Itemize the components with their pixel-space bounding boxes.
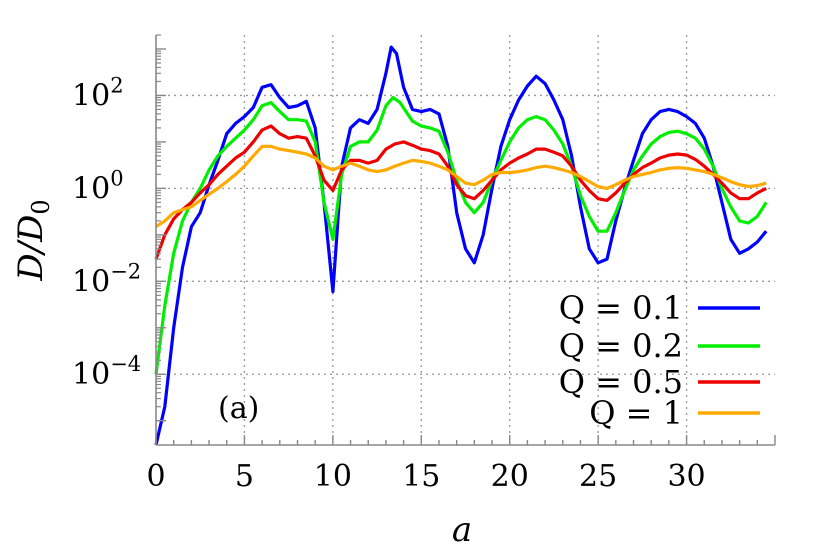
series-layer <box>154 45 768 446</box>
y-tick-label: 10−2 <box>72 259 141 299</box>
y-tick-label: 10−4 <box>72 352 141 392</box>
y-tick-label: 100 <box>72 166 124 206</box>
x-axis-ticks: 0 5 10 15 20 25 30 <box>146 435 776 494</box>
legend-label: Q = 0.1 <box>559 289 683 327</box>
legend-label: Q = 0.2 <box>559 327 683 365</box>
series-line <box>154 124 767 260</box>
y-axis-label: D/D0 <box>11 199 55 281</box>
legend-label: Q = 0.5 <box>559 363 683 401</box>
x-tick-label: 30 <box>667 459 705 494</box>
y-axis-ticks: 102 100 10−2 10−4 <box>72 34 166 422</box>
y-tick-label: 102 <box>72 73 124 113</box>
legend-label: Q = 1 <box>589 394 683 432</box>
x-tick-label: 25 <box>579 459 617 494</box>
y-axis-label-sub: 0 <box>27 199 55 214</box>
y-axis-label-base: D/D <box>11 215 51 282</box>
x-axis-label: a <box>452 510 472 550</box>
x-tick-label: 10 <box>314 459 352 494</box>
series-line <box>155 144 767 229</box>
x-tick-label: 20 <box>491 459 529 494</box>
x-tick-label: 15 <box>402 459 440 494</box>
legend: Q = 0.1Q = 0.2Q = 0.5Q = 1 <box>559 289 760 432</box>
series-line <box>154 45 768 446</box>
x-tick-label: 5 <box>235 459 254 494</box>
panel-annotation: (a) <box>218 391 259 426</box>
x-tick-label: 0 <box>146 459 165 494</box>
